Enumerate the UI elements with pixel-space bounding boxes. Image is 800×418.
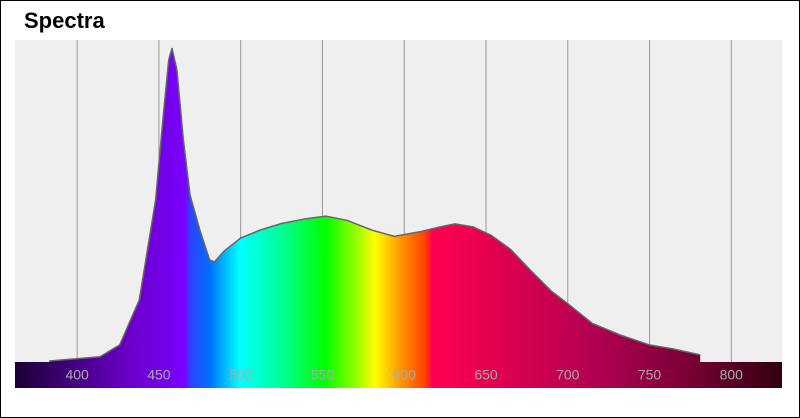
- x-tick-label: 450: [147, 367, 171, 383]
- color-bar: [15, 362, 782, 388]
- line: [49, 47, 701, 362]
- x-tick-label: 700: [556, 367, 580, 383]
- chart-title: Spectra: [24, 8, 105, 33]
- x-tick-label: 750: [638, 367, 662, 383]
- x-tick-label: 600: [393, 367, 417, 383]
- x-tick-label: 650: [474, 367, 498, 383]
- x-tick-label: 500: [229, 367, 253, 383]
- x-tick-label: 550: [311, 367, 335, 383]
- x-tick-label: 800: [720, 367, 744, 383]
- x-tick-label: 400: [65, 367, 89, 383]
- area: [49, 48, 701, 362]
